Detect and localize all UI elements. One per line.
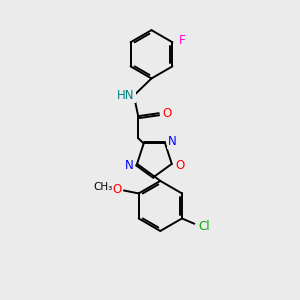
Text: CH₃: CH₃ xyxy=(93,182,112,192)
Text: O: O xyxy=(113,183,122,196)
Text: O: O xyxy=(176,159,184,172)
Text: F: F xyxy=(179,34,186,47)
Text: N: N xyxy=(125,159,134,172)
Text: HN: HN xyxy=(117,89,134,102)
Text: N: N xyxy=(168,135,177,148)
Text: Cl: Cl xyxy=(198,220,210,233)
Text: O: O xyxy=(163,107,172,120)
